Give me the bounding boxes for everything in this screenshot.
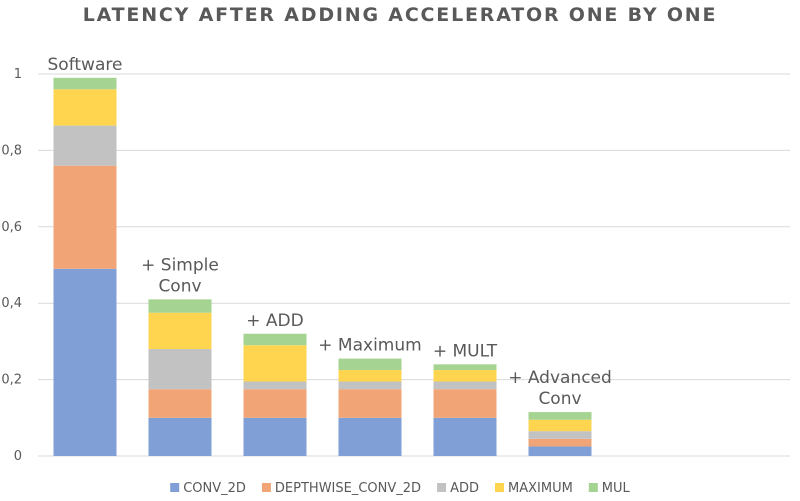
bar-annotation: Conv [158,276,201,296]
bars [53,77,592,456]
bar-segment [243,381,307,390]
legend-swatch [588,483,598,492]
bar-segment [433,370,497,382]
y-tick-label: 0,8 [1,143,22,158]
gridlines [38,73,790,457]
bar-segment [148,417,212,456]
bar-segment [53,165,117,269]
bar-annotation: Software [48,55,123,75]
bar-segment [148,299,212,313]
bar-annotation: + MULT [433,341,498,361]
legend-swatch [495,483,505,492]
bar-annotation: + Advanced [508,368,612,388]
legend-label: MUL [602,481,631,496]
bar-segment [148,389,212,418]
legend-label: MAXIMUM [508,481,573,496]
bar-segment [243,389,307,418]
legend-swatch [437,483,447,492]
bar-segment [148,349,212,390]
bar-segment [53,268,117,456]
bar-segment [433,381,497,390]
bar-segment [53,89,117,126]
y-tick-label: 0,2 [1,373,22,388]
bar-segment [338,370,402,382]
bar-segment [243,333,307,346]
y-tick-label: 0,6 [1,220,22,235]
legend-label: DEPTHWISE_CONV_2D [275,481,421,496]
bar-annotation: + Simple [141,255,219,275]
chart-title: LATENCY AFTER ADDING ACCELERATOR ONE BY … [82,4,718,26]
bar-segment [528,431,592,439]
bar-segment [338,381,402,390]
legend-swatch [170,483,180,492]
bar-segment [53,125,117,166]
bar-segment [338,417,402,456]
bar-annotation: + ADD [246,311,303,331]
bar-segment [433,364,497,371]
bar-segment [338,358,402,371]
legend-label: ADD [450,481,479,496]
bar-segment [243,417,307,456]
legend-swatch [261,483,271,492]
bar-segment [528,419,592,432]
y-tick-label: 0 [14,449,22,464]
y-axis-tick-labels: 0 0,2 0,4 0,6 0,8 1 [1,67,22,464]
y-tick-label: 0,4 [1,296,22,311]
bar-segment [148,312,212,350]
bar-segment [53,77,117,90]
bar-segment [433,417,497,456]
bar-segment [528,438,592,447]
legend-label: CONV_2D [183,481,246,496]
bar-segment [433,389,497,418]
legend: CONV_2D DEPTHWISE_CONV_2D ADD MAXIMUM MUL [170,481,631,496]
bar-segment [338,389,402,418]
y-tick-label: 1 [14,67,22,82]
bar-segment [243,345,307,382]
bar-segment [528,446,592,456]
bar-annotation: + Maximum [318,336,421,356]
bar-segment [528,412,592,420]
bar-annotation: Conv [538,389,581,409]
